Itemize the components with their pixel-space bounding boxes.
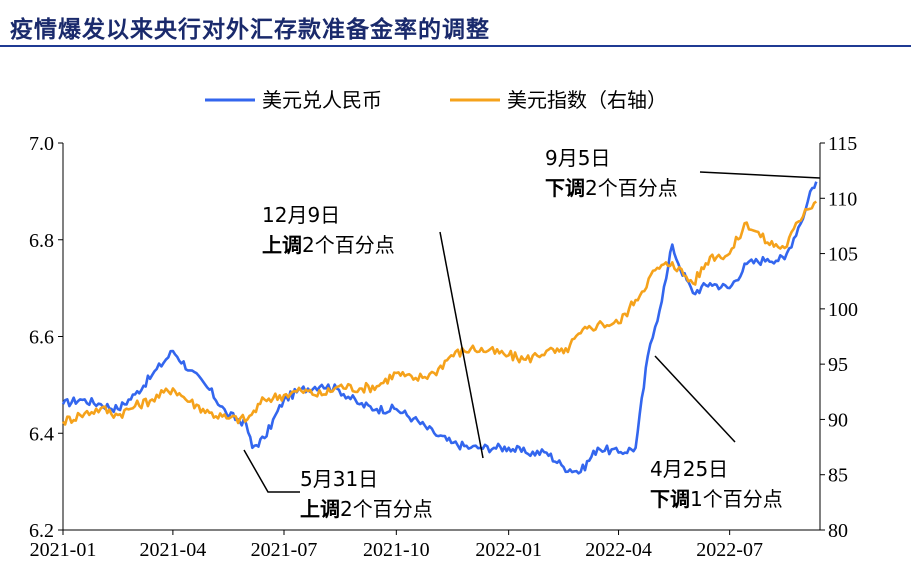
x-tick-label: 2022-04 [585,539,652,561]
x-tick-label: 2022-07 [696,539,763,561]
y-right-tick-label: 100 [828,299,858,321]
annotation-change: 下调1个百分点 [650,487,783,511]
annotation-change: 上调2个百分点 [300,497,433,521]
series-line-usdcny [61,181,818,475]
y-right-tick-label: 110 [828,188,857,210]
y-left-tick-label: 6.8 [29,230,54,252]
annotation-action: 上调 [300,497,340,521]
y-right-tick-label: 95 [828,354,848,376]
y-left-tick-label: 7.0 [29,133,54,155]
y-right-tick-label: 90 [828,409,848,431]
x-tick-label: 2021-07 [251,539,318,561]
y-right-tick-label: 85 [828,465,848,487]
annotation-date: 9月5日 [545,146,610,170]
y-left-tick-label: 6.2 [29,520,54,542]
chart-title: 疫情爆发以来央行对外汇存款准备金率的调整 [10,16,490,43]
annotation-date: 5月31日 [300,467,378,491]
y-right-tick-label: 80 [828,520,848,542]
x-tick-label: 2021-04 [140,539,207,561]
annotation-leader-line [654,355,736,443]
annotation-amount: 2个百分点 [302,233,395,257]
y-left-tick-label: 6.4 [29,423,54,445]
series-line-dxy [61,200,818,426]
y-right-tick-label: 105 [828,244,858,266]
y-left-tick-label: 6.6 [29,327,54,349]
annotation-leader-line [243,449,300,493]
x-tick-label: 2022-01 [475,539,542,561]
annotation-action: 下调 [545,176,585,200]
annotation-action: 下调 [650,487,690,511]
annotation-change: 下调2个百分点 [545,176,678,200]
annotation-leader-line [439,231,484,459]
annotation-amount: 2个百分点 [585,176,678,200]
title-divider [0,45,911,47]
y-right-tick-label: 115 [828,133,857,155]
annotation-date: 12月9日 [262,203,340,227]
annotation-change: 上调2个百分点 [262,233,395,257]
legend-label-usdcny: 美元兑人民币 [262,88,382,112]
annotation-amount: 1个百分点 [690,487,783,511]
annotation-leader-line [699,171,821,179]
annotation-amount: 2个百分点 [340,497,433,521]
annotation-date: 4月25日 [650,457,728,481]
x-tick-label: 2021-01 [30,539,97,561]
annotation-action: 上调 [262,233,302,257]
legend-label-dxy: 美元指数（右轴） [507,88,667,112]
x-tick-label: 2021-10 [363,539,430,561]
